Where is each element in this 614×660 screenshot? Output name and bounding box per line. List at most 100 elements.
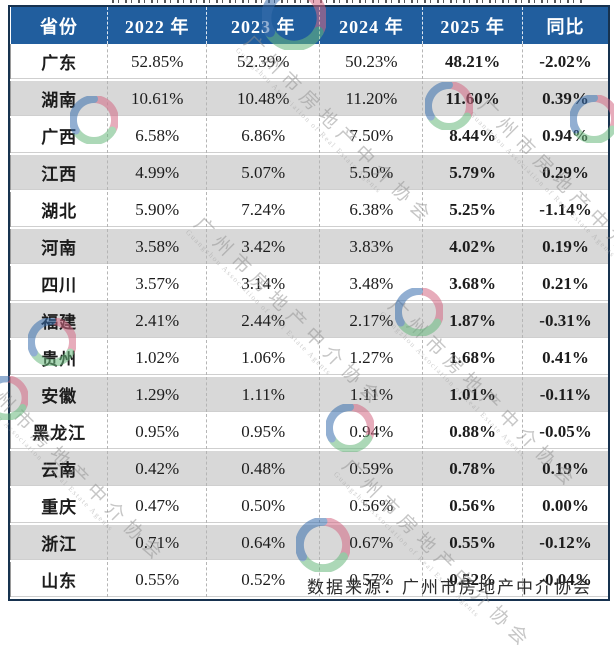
- value-cell: -0.04%: [522, 561, 608, 599]
- table-row: 云南 0.42% 0.48% 0.59% 0.78% 0.19%: [9, 450, 608, 488]
- table-body: 广东 52.85% 52.39% 50.23% 48.21% -2.02% 湖南 10.61%…: [9, 44, 608, 599]
- value-cell: 1.02%: [107, 339, 207, 377]
- value-cell: 3.83%: [319, 228, 423, 266]
- province-cell: 广西: [9, 117, 108, 155]
- table-row: 安徽 1.29% 1.11% 1.11% 1.01% -0.11%: [9, 376, 608, 414]
- table-row: 湖南 10.61% 10.48% 11.20% 11.60% 0.39%: [9, 80, 608, 118]
- value-cell: 5.90%: [107, 191, 207, 229]
- province-cell: 安徽: [9, 376, 108, 414]
- value-cell: -1.14%: [522, 191, 608, 229]
- value-cell: 1.01%: [422, 376, 523, 414]
- value-cell: 5.07%: [205, 154, 320, 192]
- value-cell: 1.11%: [319, 376, 423, 414]
- value-cell: 6.86%: [205, 117, 320, 155]
- table-row: 黑龙江 0.95% 0.95% 0.94% 0.88% -0.05%: [9, 413, 608, 451]
- value-cell: 5.25%: [422, 191, 523, 229]
- value-cell: 7.24%: [205, 191, 320, 229]
- table-row: 重庆 0.47% 0.50% 0.56% 0.56% 0.00%: [9, 487, 608, 525]
- value-cell: 0.21%: [522, 265, 608, 303]
- table-row: 江西 4.99% 5.07% 5.50% 5.79% 0.29%: [9, 154, 608, 192]
- header-2023: 2023 年: [205, 7, 320, 44]
- value-cell: 3.42%: [205, 228, 320, 266]
- value-cell: 50.23%: [319, 44, 423, 81]
- value-cell: 0.29%: [522, 154, 608, 192]
- value-cell: 7.50%: [319, 117, 423, 155]
- value-cell: 2.44%: [205, 302, 320, 340]
- value-cell: 3.48%: [319, 265, 423, 303]
- value-cell: 3.14%: [205, 265, 320, 303]
- value-cell: 0.52%: [422, 561, 523, 599]
- value-cell: 3.68%: [422, 265, 523, 303]
- province-share-table: 省份 2022 年 2023 年 2024 年 2025 年 同比 广东 52.8…: [8, 5, 610, 601]
- value-cell: 0.47%: [107, 487, 207, 525]
- province-cell: 河南: [9, 228, 108, 266]
- value-cell: 1.68%: [422, 339, 523, 377]
- value-cell: 4.99%: [107, 154, 207, 192]
- value-cell: 0.95%: [107, 413, 207, 451]
- value-cell: 2.41%: [107, 302, 207, 340]
- province-cell: 山东: [9, 561, 108, 599]
- value-cell: -0.31%: [522, 302, 608, 340]
- value-cell: 0.00%: [522, 487, 608, 525]
- value-cell: 0.52%: [205, 561, 320, 599]
- table-row: 贵州 1.02% 1.06% 1.27% 1.68% 0.41%: [9, 339, 608, 377]
- value-cell: 5.79%: [422, 154, 523, 192]
- value-cell: 0.59%: [319, 450, 423, 488]
- value-cell: 8.44%: [422, 117, 523, 155]
- value-cell: -0.12%: [522, 524, 608, 562]
- value-cell: 3.57%: [107, 265, 207, 303]
- value-cell: 0.56%: [319, 487, 423, 525]
- value-cell: 1.29%: [107, 376, 207, 414]
- value-cell: 0.50%: [205, 487, 320, 525]
- province-cell: 福建: [9, 302, 108, 340]
- value-cell: 0.48%: [205, 450, 320, 488]
- value-cell: -0.05%: [522, 413, 608, 451]
- data-table: 省份 2022 年 2023 年 2024 年 2025 年 同比 广东 52.8…: [9, 7, 608, 599]
- province-cell: 四川: [9, 265, 108, 303]
- cropped-title-fragments: [112, 0, 582, 3]
- value-cell: 3.58%: [107, 228, 207, 266]
- province-cell: 贵州: [9, 339, 108, 377]
- header-2025: 2025 年: [422, 7, 523, 44]
- province-cell: 江西: [9, 154, 108, 192]
- value-cell: 0.19%: [522, 450, 608, 488]
- header-2022: 2022 年: [107, 7, 207, 44]
- table-row: 广西 6.58% 6.86% 7.50% 8.44% 0.94%: [9, 117, 608, 155]
- header-row: 省份 2022 年 2023 年 2024 年 2025 年 同比: [10, 7, 608, 44]
- value-cell: -0.11%: [522, 376, 608, 414]
- value-cell: 2.17%: [319, 302, 423, 340]
- value-cell: 1.06%: [205, 339, 320, 377]
- value-cell: 0.41%: [522, 339, 608, 377]
- table-row: 湖北 5.90% 7.24% 6.38% 5.25% -1.14%: [9, 191, 608, 229]
- value-cell: 11.60%: [422, 80, 523, 118]
- province-cell: 浙江: [9, 524, 108, 562]
- value-cell: 0.56%: [422, 487, 523, 525]
- header-province: 省份: [10, 7, 108, 44]
- header-yoy: 同比: [522, 7, 608, 44]
- value-cell: 5.50%: [319, 154, 423, 192]
- table-row: 广东 52.85% 52.39% 50.23% 48.21% -2.02%: [9, 44, 608, 81]
- header-2024: 2024 年: [319, 7, 423, 44]
- province-cell: 黑龙江: [9, 413, 108, 451]
- value-cell: 1.11%: [205, 376, 320, 414]
- province-cell: 广东: [9, 44, 108, 81]
- value-cell: 4.02%: [422, 228, 523, 266]
- value-cell: 0.71%: [107, 524, 207, 562]
- value-cell: 0.19%: [522, 228, 608, 266]
- value-cell: 11.20%: [319, 80, 423, 118]
- table-row: 浙江 0.71% 0.64% 0.67% 0.55% -0.12%: [9, 524, 608, 562]
- table-row: 福建 2.41% 2.44% 2.17% 1.87% -0.31%: [9, 302, 608, 340]
- value-cell: 0.57%: [319, 561, 423, 599]
- value-cell: 48.21%: [422, 44, 523, 81]
- value-cell: 0.64%: [205, 524, 320, 562]
- table-row: 河南 3.58% 3.42% 3.83% 4.02% 0.19%: [9, 228, 608, 266]
- province-cell: 湖北: [9, 191, 108, 229]
- value-cell: 0.42%: [107, 450, 207, 488]
- value-cell: 6.38%: [319, 191, 423, 229]
- value-cell: 0.95%: [205, 413, 320, 451]
- value-cell: 0.67%: [319, 524, 423, 562]
- province-cell: 湖南: [9, 80, 108, 118]
- value-cell: 0.94%: [522, 117, 608, 155]
- value-cell: 10.48%: [205, 80, 320, 118]
- table-row: 四川 3.57% 3.14% 3.48% 3.68% 0.21%: [9, 265, 608, 303]
